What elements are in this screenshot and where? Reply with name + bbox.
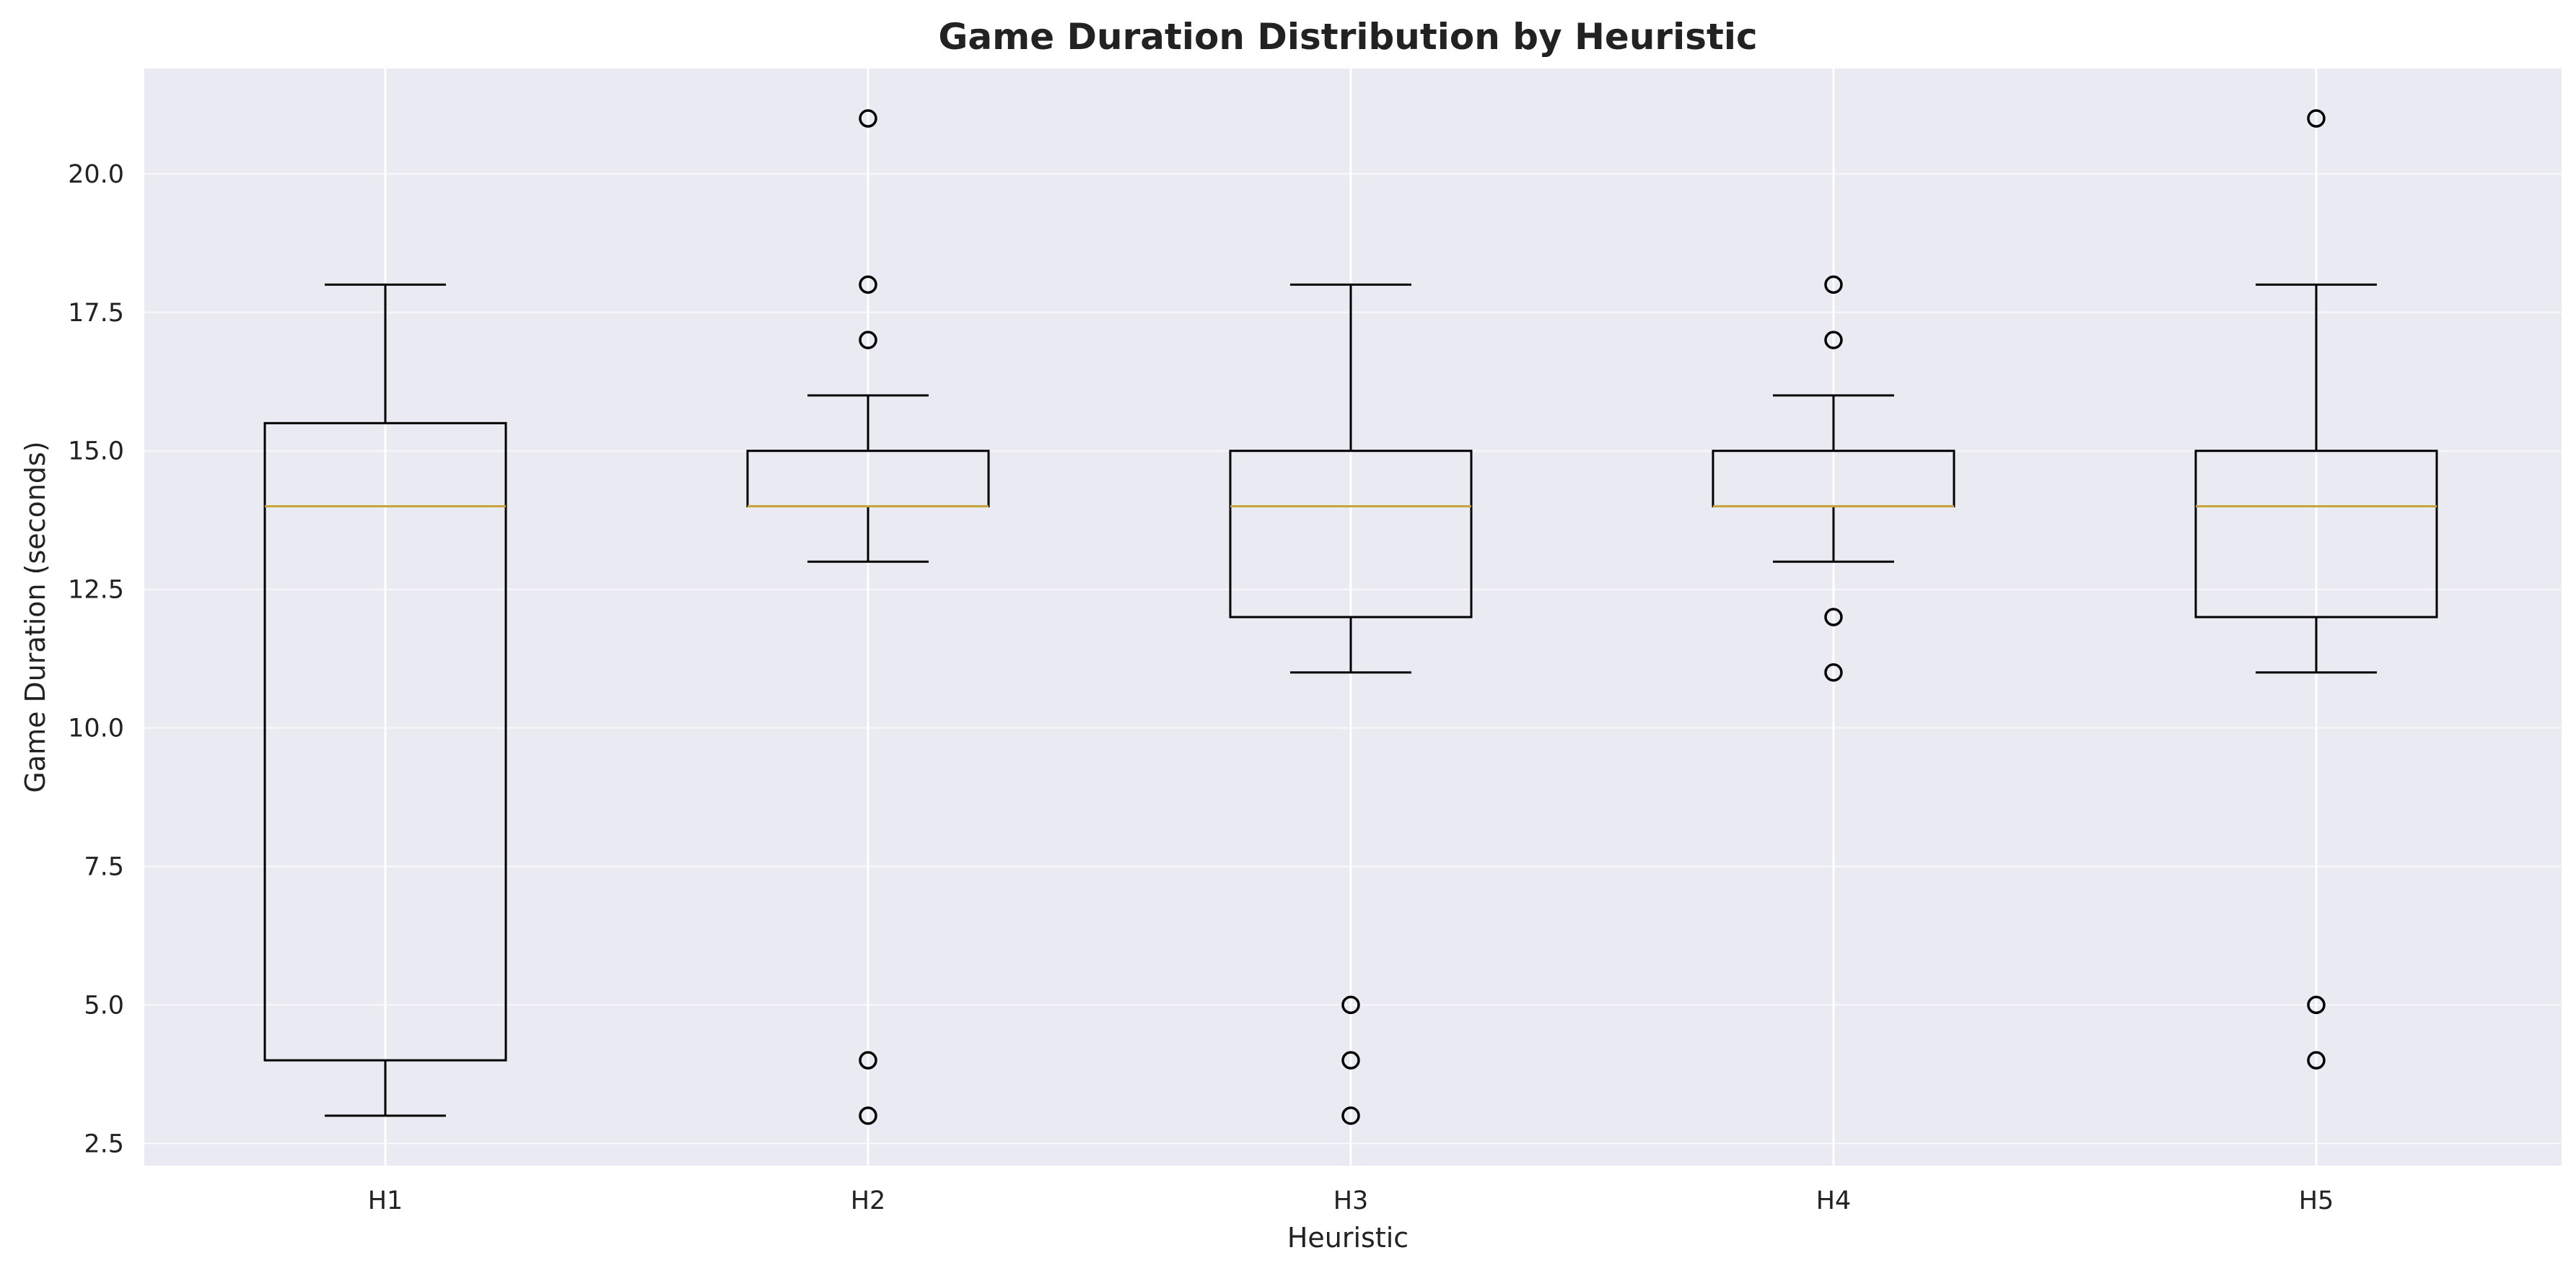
y-tick-label: 17.5: [68, 299, 124, 328]
x-tick-label: H4: [1816, 1187, 1852, 1215]
y-axis-ticks: 2.5 5.0 7.5 10.0 12.5 15.0 17.5 20.0: [68, 160, 124, 1158]
outlier-point: [859, 1051, 877, 1070]
x-tick-label: H3: [1333, 1187, 1369, 1215]
y-tick-label: 12.5: [68, 576, 124, 605]
outlier-point: [2307, 1051, 2326, 1070]
x-tick-label: H1: [368, 1187, 403, 1215]
chart-title: Game Duration Distribution by Heuristic: [938, 16, 1757, 58]
outlier-point: [2307, 995, 2326, 1015]
boxes: [263, 109, 2438, 1125]
x-axis-ticks: H1 H2 H3 H4 H5: [368, 1187, 2334, 1215]
x-axis-label: Heuristic: [1287, 1222, 1409, 1254]
y-tick-label: 20.0: [68, 160, 124, 189]
outlier-point: [1824, 275, 1843, 294]
y-tick-label: 7.5: [84, 852, 124, 881]
y-tick-label: 2.5: [84, 1129, 124, 1158]
outlier-point: [2307, 109, 2326, 128]
outlier-point: [859, 109, 877, 128]
outlier-point: [859, 1106, 877, 1125]
outlier-point: [1341, 1051, 1360, 1070]
box-h5: [2194, 109, 2438, 1070]
outlier-point: [1341, 995, 1360, 1015]
x-tick-label: H5: [2299, 1187, 2334, 1215]
iqr-box: [1229, 450, 1473, 619]
y-axis-label: Game Duration (seconds): [19, 441, 51, 792]
outlier-point: [1824, 608, 1843, 626]
iqr-box: [2194, 450, 2438, 619]
y-tick-label: 15.0: [68, 437, 124, 466]
iqr-box: [263, 421, 507, 1062]
outlier-point: [1824, 663, 1843, 682]
outlier-point: [1341, 1106, 1360, 1125]
box-h4: [1712, 275, 1955, 682]
x-tick-label: H2: [851, 1187, 886, 1215]
outlier-point: [1824, 331, 1843, 349]
box-h3: [1229, 283, 1473, 1125]
outlier-point: [859, 331, 877, 349]
y-tick-label: 10.0: [68, 715, 124, 743]
y-tick-label: 5.0: [84, 991, 124, 1020]
outlier-point: [859, 275, 877, 294]
box-h1: [263, 283, 507, 1117]
box-h2: [746, 109, 990, 1125]
